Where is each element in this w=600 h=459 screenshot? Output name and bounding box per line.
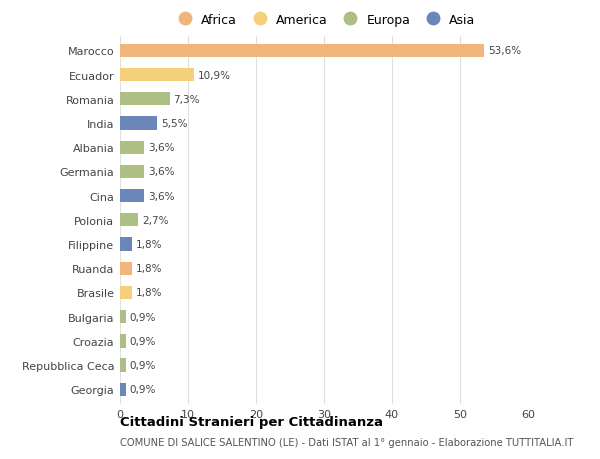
Text: 0,9%: 0,9% bbox=[130, 360, 156, 370]
Text: 0,9%: 0,9% bbox=[130, 312, 156, 322]
Text: 0,9%: 0,9% bbox=[130, 385, 156, 394]
Text: 3,6%: 3,6% bbox=[148, 143, 175, 153]
Bar bbox=[120, 335, 126, 348]
Text: COMUNE DI SALICE SALENTINO (LE) - Dati ISTAT al 1° gennaio - Elaborazione TUTTIT: COMUNE DI SALICE SALENTINO (LE) - Dati I… bbox=[120, 437, 574, 448]
Text: 53,6%: 53,6% bbox=[488, 46, 521, 56]
Text: 2,7%: 2,7% bbox=[142, 215, 168, 225]
Bar bbox=[120, 93, 170, 106]
Text: Cittadini Stranieri per Cittadinanza: Cittadini Stranieri per Cittadinanza bbox=[120, 415, 383, 428]
Legend: Africa, America, Europa, Asia: Africa, America, Europa, Asia bbox=[167, 9, 481, 32]
Text: 10,9%: 10,9% bbox=[197, 70, 230, 80]
Bar bbox=[120, 214, 139, 227]
Text: 1,8%: 1,8% bbox=[136, 240, 162, 250]
Text: 3,6%: 3,6% bbox=[148, 167, 175, 177]
Text: 1,8%: 1,8% bbox=[136, 263, 162, 274]
Bar bbox=[120, 383, 126, 396]
Bar bbox=[120, 69, 194, 82]
Bar bbox=[120, 358, 126, 372]
Text: 5,5%: 5,5% bbox=[161, 119, 187, 129]
Text: 1,8%: 1,8% bbox=[136, 288, 162, 298]
Text: 7,3%: 7,3% bbox=[173, 95, 200, 105]
Bar bbox=[120, 165, 145, 179]
Bar bbox=[120, 45, 484, 58]
Bar bbox=[120, 117, 157, 130]
Bar bbox=[120, 262, 132, 275]
Bar bbox=[120, 286, 132, 299]
Text: 0,9%: 0,9% bbox=[130, 336, 156, 346]
Bar bbox=[120, 141, 145, 155]
Bar bbox=[120, 310, 126, 324]
Text: 3,6%: 3,6% bbox=[148, 191, 175, 201]
Bar bbox=[120, 238, 132, 251]
Bar bbox=[120, 190, 145, 203]
